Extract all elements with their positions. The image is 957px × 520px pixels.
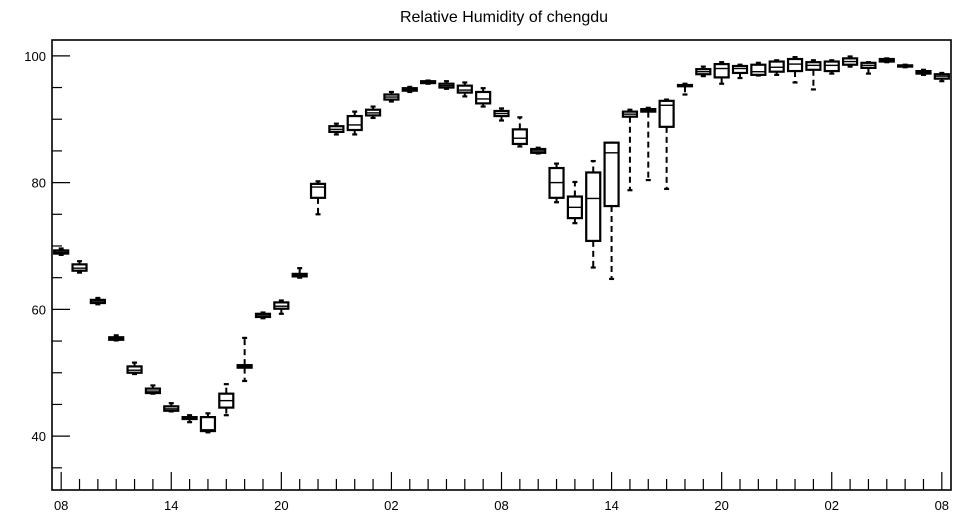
box-plot-item — [383, 90, 400, 103]
box-plot-item — [218, 383, 235, 417]
box-iqr — [786, 57, 804, 73]
box-plot-item — [254, 311, 272, 320]
x-tick-label: 02 — [825, 498, 839, 513]
axes-layer: 40 60 80 100 08 14 20 02 08 14 20 02 08 — [24, 39, 952, 513]
box-plot-item — [805, 59, 822, 91]
x-tick-label: 08 — [935, 498, 949, 513]
box-plot-item — [915, 68, 932, 76]
box-plot-item — [566, 180, 583, 225]
box-iqr — [750, 63, 767, 76]
x-tick-label: 02 — [384, 498, 398, 513]
box-iqr — [603, 141, 620, 208]
box-plot-item — [750, 61, 767, 77]
x-tick-label: 14 — [164, 498, 178, 513]
box-iqr — [309, 182, 327, 199]
x-tick-label: 08 — [54, 498, 68, 513]
box-plot-item — [603, 141, 620, 281]
box-plot-item — [438, 80, 455, 90]
box-plot-item — [878, 57, 895, 64]
box-plot-item — [181, 414, 198, 424]
x-tick-label: 20 — [274, 498, 288, 513]
box-plot-item — [364, 105, 382, 120]
y-tick-label: 60 — [32, 302, 46, 317]
box-plot-item — [621, 108, 639, 192]
box-plot-item — [420, 79, 437, 85]
box-plot-item — [401, 85, 418, 94]
box-plot-item — [89, 296, 106, 306]
box-iqr — [823, 60, 840, 73]
x-tick-label: 14 — [604, 498, 618, 513]
box-plot-item — [199, 412, 217, 434]
box-plot-item — [933, 71, 950, 83]
box-plot-item — [126, 361, 143, 376]
box-iqr — [585, 171, 602, 243]
x-tick-label: 08 — [494, 498, 508, 513]
box-plot-item — [897, 63, 914, 69]
box-plot-item — [548, 162, 565, 204]
box-plot-item — [456, 81, 473, 98]
y-tick-label: 40 — [32, 429, 46, 444]
box-iqr — [475, 90, 492, 105]
box-iqr — [346, 114, 363, 132]
box-plot-item — [53, 247, 70, 256]
box-plot-item — [475, 87, 492, 108]
box-plot-item — [640, 106, 657, 182]
box-iqr — [731, 64, 749, 75]
box-iqr — [456, 84, 473, 94]
box-plot-item — [108, 334, 125, 342]
box-plot-item — [144, 384, 162, 395]
box-plot-item — [860, 61, 877, 75]
box-iqr — [713, 62, 730, 79]
y-tick-label: 80 — [32, 176, 46, 191]
box-plot-item — [713, 61, 730, 85]
box-plot-item — [731, 63, 749, 80]
box-plot-item — [511, 116, 528, 148]
x-tick-label: 20 — [714, 498, 728, 513]
box-plot-item — [291, 267, 308, 279]
box-plot-item — [658, 98, 675, 191]
box-plot-item — [823, 59, 840, 75]
box-plot-item — [309, 180, 327, 216]
box-iqr — [511, 128, 528, 146]
box-plot-item — [786, 56, 804, 84]
box-plot-item — [676, 82, 694, 96]
box-plot-item — [163, 402, 180, 413]
box-plot-item — [328, 122, 345, 136]
box-plot-item — [530, 146, 547, 155]
box-plot-item — [493, 107, 510, 122]
box-plot-item — [695, 65, 712, 78]
boxes-layer — [53, 55, 950, 434]
box-iqr — [199, 416, 217, 433]
chart-title: Relative Humidity of chengdu — [400, 9, 608, 26]
box-plot-item — [236, 336, 253, 383]
box-plot-item — [273, 299, 290, 315]
box-plot-item — [585, 159, 602, 269]
box-plot-item — [346, 110, 363, 136]
box-iqr — [658, 99, 675, 128]
box-plot-item — [841, 55, 859, 68]
y-tick-label: 100 — [24, 49, 46, 64]
box-plot-item — [71, 260, 88, 274]
box-plot-item — [768, 59, 785, 76]
